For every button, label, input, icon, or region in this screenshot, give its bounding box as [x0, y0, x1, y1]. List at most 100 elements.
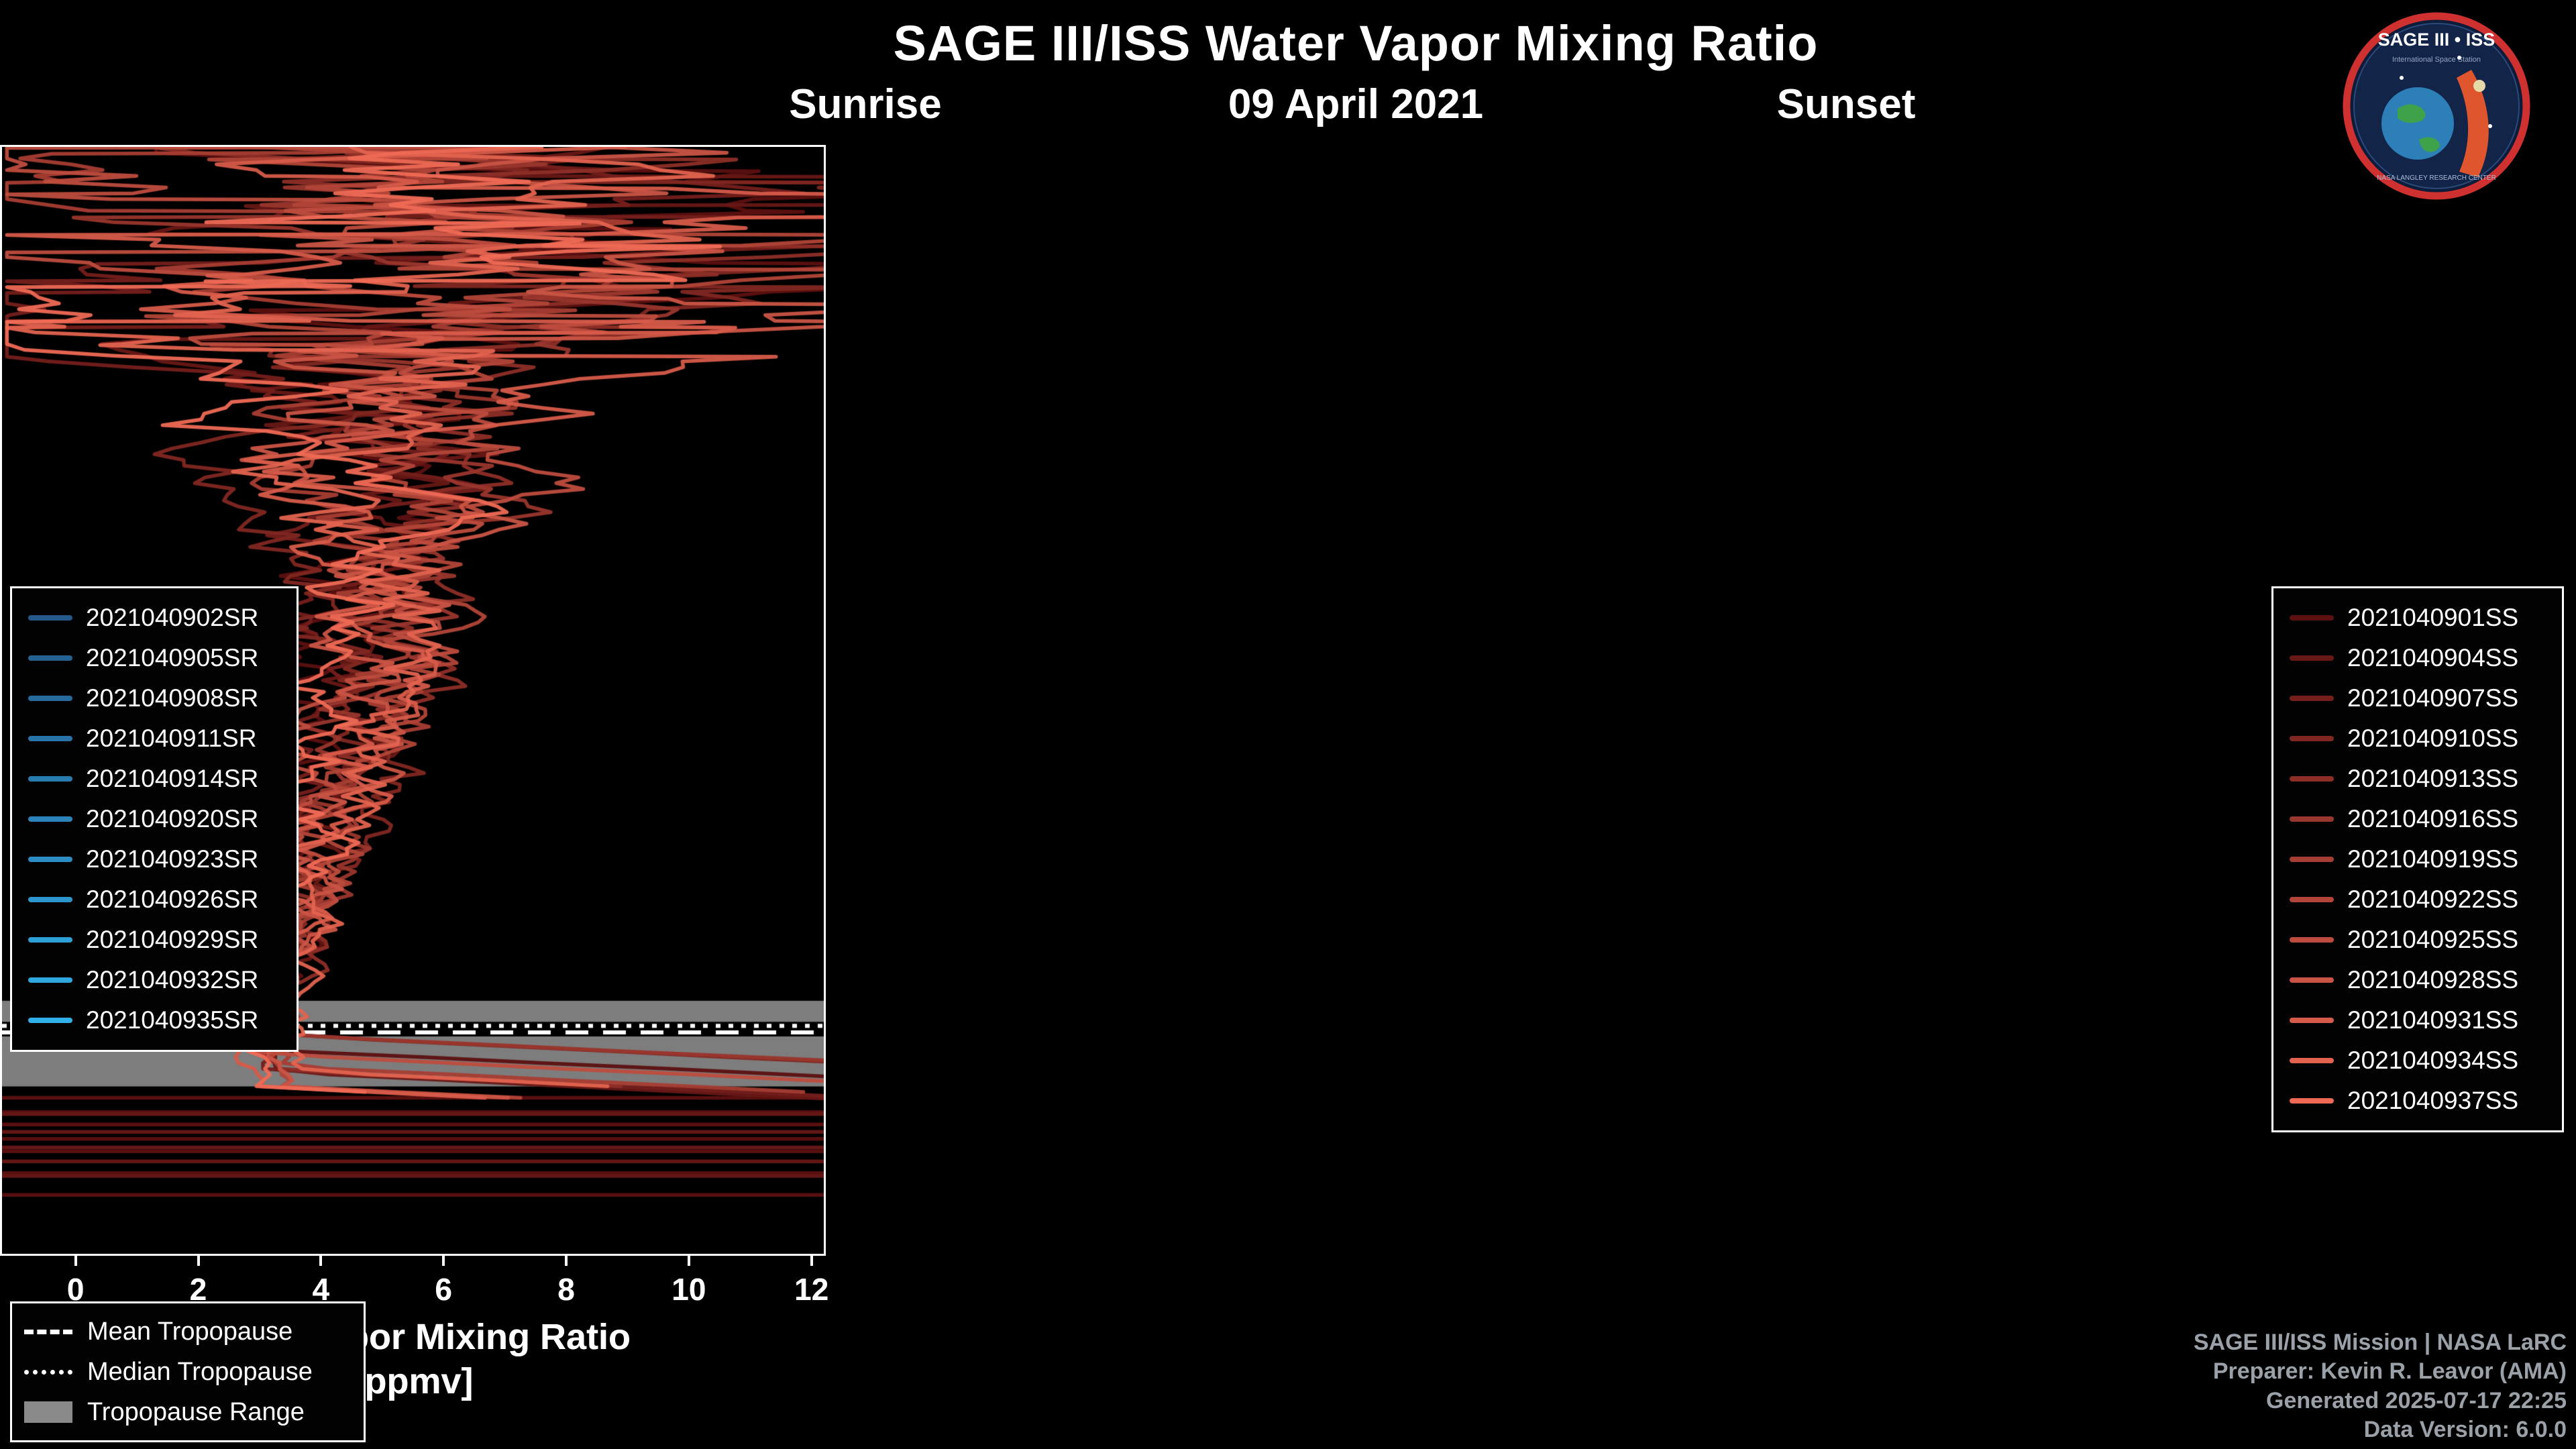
- y-tick-mark: [0, 541, 2, 544]
- legend-item: 2021040910SS: [2280, 718, 2555, 759]
- x-tick-label: 6: [435, 1272, 452, 1307]
- legend-item: 2021040911SR: [19, 718, 290, 759]
- legend-item-label: 2021040901SS: [2347, 604, 2519, 631]
- median-tropopause-legend-item: Median Tropopause: [24, 1352, 352, 1392]
- legend-item-label: 2021040919SS: [2347, 845, 2519, 873]
- x-tick-label: 10: [672, 1272, 706, 1307]
- legend-item-label: 2021040926SR: [86, 885, 259, 913]
- legend-item-label: 2021040905SR: [86, 644, 259, 672]
- tropopause-legend: Mean Tropopause Median Tropopause Tropop…: [10, 1301, 366, 1442]
- logo-earth-land-1: [2398, 104, 2426, 123]
- legend-item-label: 2021040932SR: [86, 966, 259, 994]
- legend-item: 2021040922SS: [2280, 879, 2555, 920]
- legend-item: 2021040905SR: [19, 638, 290, 678]
- legend-item-label: 2021040935SR: [86, 1006, 259, 1034]
- series-color-swatch: [28, 615, 72, 621]
- x-tick-label: 8: [557, 1272, 575, 1307]
- x-tick-label: 2: [189, 1272, 207, 1307]
- x-tick-label: 4: [312, 1272, 330, 1307]
- sage-iii-iss-logo: SAGE III • ISS International Space Stati…: [2343, 12, 2530, 200]
- series-color-swatch: [2290, 1058, 2334, 1063]
- legend-item-label: 2021040908SR: [86, 684, 259, 712]
- legend-item: 2021040914SR: [19, 759, 290, 799]
- x-tick-mark: [197, 1254, 200, 1266]
- series-color-swatch: [28, 857, 72, 862]
- y-tick-mark: [0, 277, 2, 280]
- series-color-swatch: [28, 736, 72, 741]
- logo-figure: [2457, 70, 2489, 177]
- legend-item-label: 2021040911SR: [86, 724, 257, 752]
- logo-earth-land-2: [2419, 137, 2440, 152]
- logo-star-3: [2488, 124, 2492, 128]
- x-tick-label: 2: [189, 1272, 207, 1307]
- legend-item: 2021040920SR: [19, 799, 290, 839]
- legend-item-label: 2021040931SS: [2347, 1006, 2519, 1034]
- legend-item-label: 2021040913SS: [2347, 765, 2519, 792]
- series-color-swatch: [28, 655, 72, 661]
- x-tick-label: 6: [435, 1272, 452, 1307]
- series-color-swatch: [2290, 696, 2334, 701]
- x-tick-label: 12: [794, 1272, 829, 1307]
- legend-item-label: 2021040923SR: [86, 845, 259, 873]
- x-tick-label: 10: [672, 1272, 706, 1307]
- y-tick-mark: [0, 804, 2, 808]
- legend-item: 2021040926SR: [19, 879, 290, 920]
- legend-item-label: 2021040922SS: [2347, 885, 2519, 913]
- logo-moon: [2473, 80, 2485, 92]
- legend-item: 2021040925SS: [2280, 920, 2555, 960]
- series-color-swatch: [2290, 776, 2334, 782]
- legend-item-label: 2021040910SS: [2347, 724, 2519, 752]
- legend-item: 2021040928SS: [2280, 960, 2555, 1000]
- footer-mission-line: SAGE III/ISS Mission | NASA LaRC: [2193, 1329, 2567, 1355]
- logo-subtitle: International Space Station: [2392, 56, 2481, 64]
- sunset-panel-title: Sunset: [1776, 81, 1916, 127]
- series-color-swatch: [2290, 736, 2334, 741]
- y-tick-mark: [0, 1199, 2, 1203]
- legend-item-label: 2021040902SR: [86, 604, 259, 631]
- x-tick-mark: [565, 1254, 568, 1266]
- legend-item: 2021040929SR: [19, 920, 290, 960]
- page-title: SAGE III/ISS Water Vapor Mixing Ratio: [893, 15, 1819, 71]
- y-tick-mark: [0, 409, 2, 412]
- x-tick-label: 12: [794, 1272, 829, 1307]
- date-label: 09 April 2021: [1228, 81, 1484, 127]
- y-tick-mark: [0, 1068, 2, 1071]
- y-tick-mark: [0, 672, 2, 676]
- legend-item: 2021040932SR: [19, 960, 290, 1000]
- footer-generated-line: Generated 2025-07-17 22:25: [2266, 1387, 2567, 1413]
- series-color-swatch: [28, 816, 72, 822]
- series-color-swatch: [2290, 977, 2334, 983]
- legend-item: 2021040913SS: [2280, 759, 2555, 799]
- logo-star-1: [2400, 76, 2404, 80]
- series-color-swatch: [28, 937, 72, 943]
- footer-version-line: Data Version: 6.0.0: [2363, 1417, 2567, 1443]
- x-axis-label-line2: [ppmv]: [352, 1360, 474, 1401]
- series-color-swatch: [28, 696, 72, 701]
- legend-item: 2021040935SR: [19, 1000, 290, 1040]
- legend-item: 2021040916SS: [2280, 799, 2555, 839]
- footer-preparer-line: Preparer: Kevin R. Leavor (AMA): [2212, 1358, 2567, 1385]
- legend-item: 2021040937SS: [2280, 1081, 2555, 1121]
- mean-tropopause-label: Mean Tropopause: [87, 1317, 293, 1346]
- legend-item-label: 2021040937SS: [2347, 1087, 2519, 1114]
- legend-item-label: 2021040904SS: [2347, 644, 2519, 672]
- legend-item: 2021040931SS: [2280, 1000, 2555, 1040]
- legend-item-label: 2021040928SS: [2347, 966, 2519, 994]
- series-color-swatch: [2290, 1018, 2334, 1023]
- legend-item: 2021040923SR: [19, 839, 290, 879]
- legend-item-label: 2021040907SS: [2347, 684, 2519, 712]
- x-tick-label: 0: [66, 1272, 85, 1307]
- median-tropopause-label: Median Tropopause: [87, 1357, 313, 1386]
- x-tick-label: 4: [312, 1272, 330, 1307]
- x-tick-mark: [687, 1254, 690, 1266]
- series-color-swatch: [2290, 816, 2334, 822]
- legend-item-label: 2021040929SR: [86, 926, 259, 953]
- legend-item: 2021040901SS: [2280, 598, 2555, 638]
- x-tick-label: 8: [557, 1272, 575, 1307]
- x-tick-mark: [74, 1254, 77, 1266]
- logo-star-2: [2457, 56, 2461, 60]
- legend-item: 2021040907SS: [2280, 678, 2555, 718]
- series-color-swatch: [2290, 1098, 2334, 1104]
- x-tick-mark: [319, 1254, 323, 1266]
